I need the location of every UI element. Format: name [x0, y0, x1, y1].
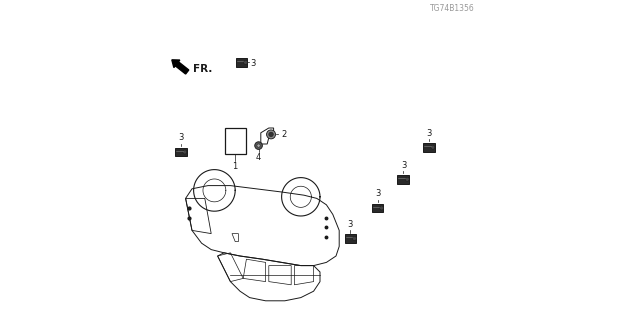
Circle shape [405, 177, 409, 181]
Text: 3: 3 [376, 189, 381, 198]
Circle shape [266, 130, 275, 139]
Text: TG74B1356: TG74B1356 [431, 4, 475, 13]
Text: 1: 1 [232, 162, 238, 171]
Text: 3: 3 [251, 60, 256, 68]
Text: 2: 2 [282, 130, 287, 139]
Circle shape [269, 132, 273, 137]
Circle shape [380, 206, 383, 210]
FancyBboxPatch shape [175, 148, 187, 156]
Text: 3: 3 [348, 220, 353, 229]
Circle shape [257, 144, 260, 147]
Circle shape [353, 236, 356, 240]
Circle shape [431, 145, 435, 149]
FancyBboxPatch shape [344, 234, 356, 243]
Circle shape [183, 150, 187, 154]
FancyBboxPatch shape [423, 143, 435, 152]
FancyArrow shape [172, 60, 189, 74]
Text: 4: 4 [256, 153, 261, 162]
Text: FR.: FR. [193, 64, 212, 75]
Circle shape [255, 142, 262, 149]
FancyBboxPatch shape [372, 204, 383, 212]
FancyBboxPatch shape [236, 58, 248, 67]
Text: 3: 3 [401, 161, 406, 170]
Text: 3: 3 [178, 133, 184, 142]
Circle shape [244, 60, 248, 64]
FancyBboxPatch shape [225, 128, 246, 154]
Text: 3: 3 [427, 129, 432, 138]
FancyBboxPatch shape [397, 175, 409, 184]
